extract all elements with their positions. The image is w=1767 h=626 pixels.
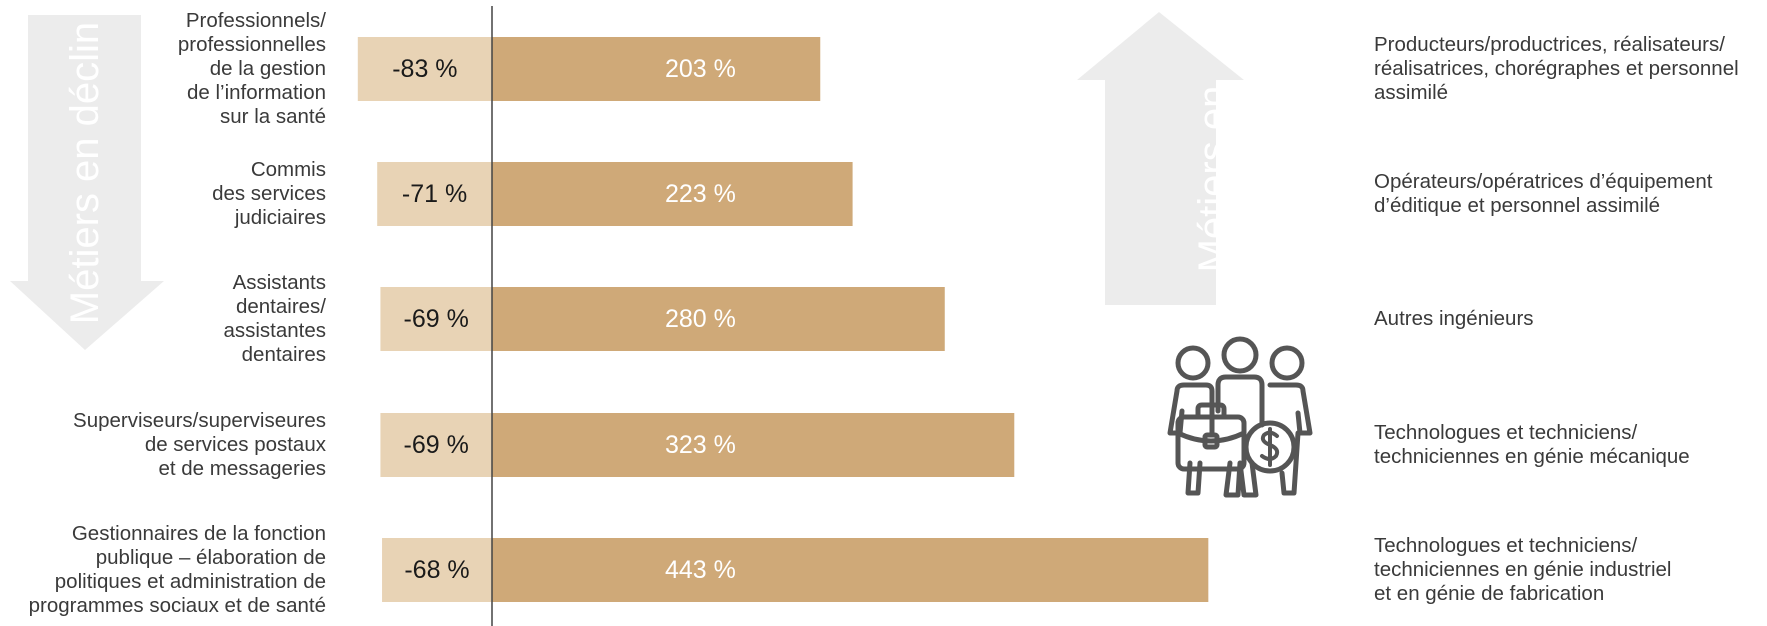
growth-category-label-line: Autres ingénieurs (1374, 307, 1534, 330)
growth-category-label: Opérateurs/opératrices d’équipement d’édi… (1374, 170, 1712, 218)
decline-category-label-line: sur la santé (220, 105, 326, 128)
growth-value-label: 323 % (665, 431, 736, 459)
growth-category-label: Producteurs/productrices, réalisateurs/r… (1374, 33, 1739, 105)
growth-category-label-line: réalisatrices, chorégraphes et personnel (1374, 57, 1739, 80)
growth-category-label: Technologues et techniciens/technicienne… (1374, 421, 1690, 469)
decline-bar (357, 37, 492, 101)
growth-bar (492, 162, 853, 226)
decline-category-label-line: des services (212, 182, 326, 205)
decline-category-label-line: Professionnels/ (185, 9, 326, 32)
decline-category-label-line: publique – élaboration de (95, 546, 326, 569)
decline-value-label: -71 % (401, 180, 468, 208)
decline-bar (382, 538, 492, 602)
decline-category-label: Professionnels/professionnelles de la ges… (178, 9, 326, 129)
growth-bar (492, 37, 821, 101)
decline-category-label-line: et de messageries (158, 457, 326, 480)
growth-category-label-line: techniciennes en génie industriel (1374, 558, 1672, 581)
growth-arrow (1077, 12, 1244, 305)
growth-category-label-line: techniciennes en génie mécanique (1374, 445, 1690, 468)
decline-category-label-line: de l’information (186, 81, 326, 104)
decline-category-label-line: Superviseurs/superviseures (73, 409, 326, 432)
decline-category-label-line: Commis (250, 158, 326, 181)
decline-value-label: -83 % (392, 55, 458, 83)
decline-category-label: Gestionnaires de la fonction publique – é… (29, 522, 326, 618)
decline-arrow (10, 15, 164, 350)
growth-category-label: Technologues et techniciens/technicienne… (1374, 534, 1671, 606)
decline-category-label-line: dentaires (241, 343, 326, 366)
growth-value-label: 203 % (665, 55, 736, 83)
decline-category-label-line: Assistants (232, 271, 326, 294)
decline-category-label-line: judiciaires (234, 206, 326, 229)
decline-bar (380, 287, 492, 351)
growth-category-label-line: Technologues et techniciens/ (1374, 421, 1638, 444)
decline-value-label: -68 % (404, 556, 470, 584)
growth-bar (492, 538, 1209, 602)
decline-bar (380, 413, 492, 477)
growth-value-label: 223 % (665, 180, 736, 208)
growth-category-label-line: Producteurs/productrices, réalisateurs/ (1374, 33, 1725, 56)
growth-category-label: Autres ingénieurs (1374, 307, 1534, 331)
growth-category-label-line: Technologues et techniciens/ (1374, 534, 1638, 557)
decline-category-label-line: dentaires/ (235, 295, 326, 318)
decline-category-label-line: professionnelles (177, 33, 326, 56)
growth-value-label: 443 % (665, 556, 736, 584)
growth-bar (492, 287, 945, 351)
growth-category-label-line: d’éditique et personnel assimilé (1374, 194, 1661, 217)
growth-bar (492, 413, 1015, 477)
growth-category-label-line: Opérateurs/opératrices d’équipement (1374, 170, 1713, 193)
growth-value-label: 280 % (665, 305, 736, 333)
decline-category-label: Assistants dentaires/assistantes dentaires (223, 271, 326, 367)
decline-value-label: -69 % (403, 305, 469, 333)
growth-category-label-line: assimilé (1374, 81, 1449, 104)
decline-category-label-line: programmes sociaux et de santé (28, 594, 326, 617)
decline-category-label: Superviseurs/superviseures de services po… (73, 409, 326, 481)
people-with-briefcase-and-money-icon (1167, 336, 1313, 498)
decline-category-label-line: de services postaux (144, 433, 326, 456)
decline-category-label-line: Gestionnaires de la fonction (71, 522, 326, 545)
decline-value-label: -69 % (403, 431, 469, 459)
decline-category-label: Commis des services judiciaires (212, 158, 326, 230)
decline-category-label-line: assistantes (223, 319, 326, 342)
decline-bar (377, 162, 492, 226)
decline-category-label-line: politiques et administration de (54, 570, 326, 593)
growth-category-label-line: et en génie de fabrication (1374, 582, 1605, 605)
decline-category-label-line: de la gestion (209, 57, 326, 80)
